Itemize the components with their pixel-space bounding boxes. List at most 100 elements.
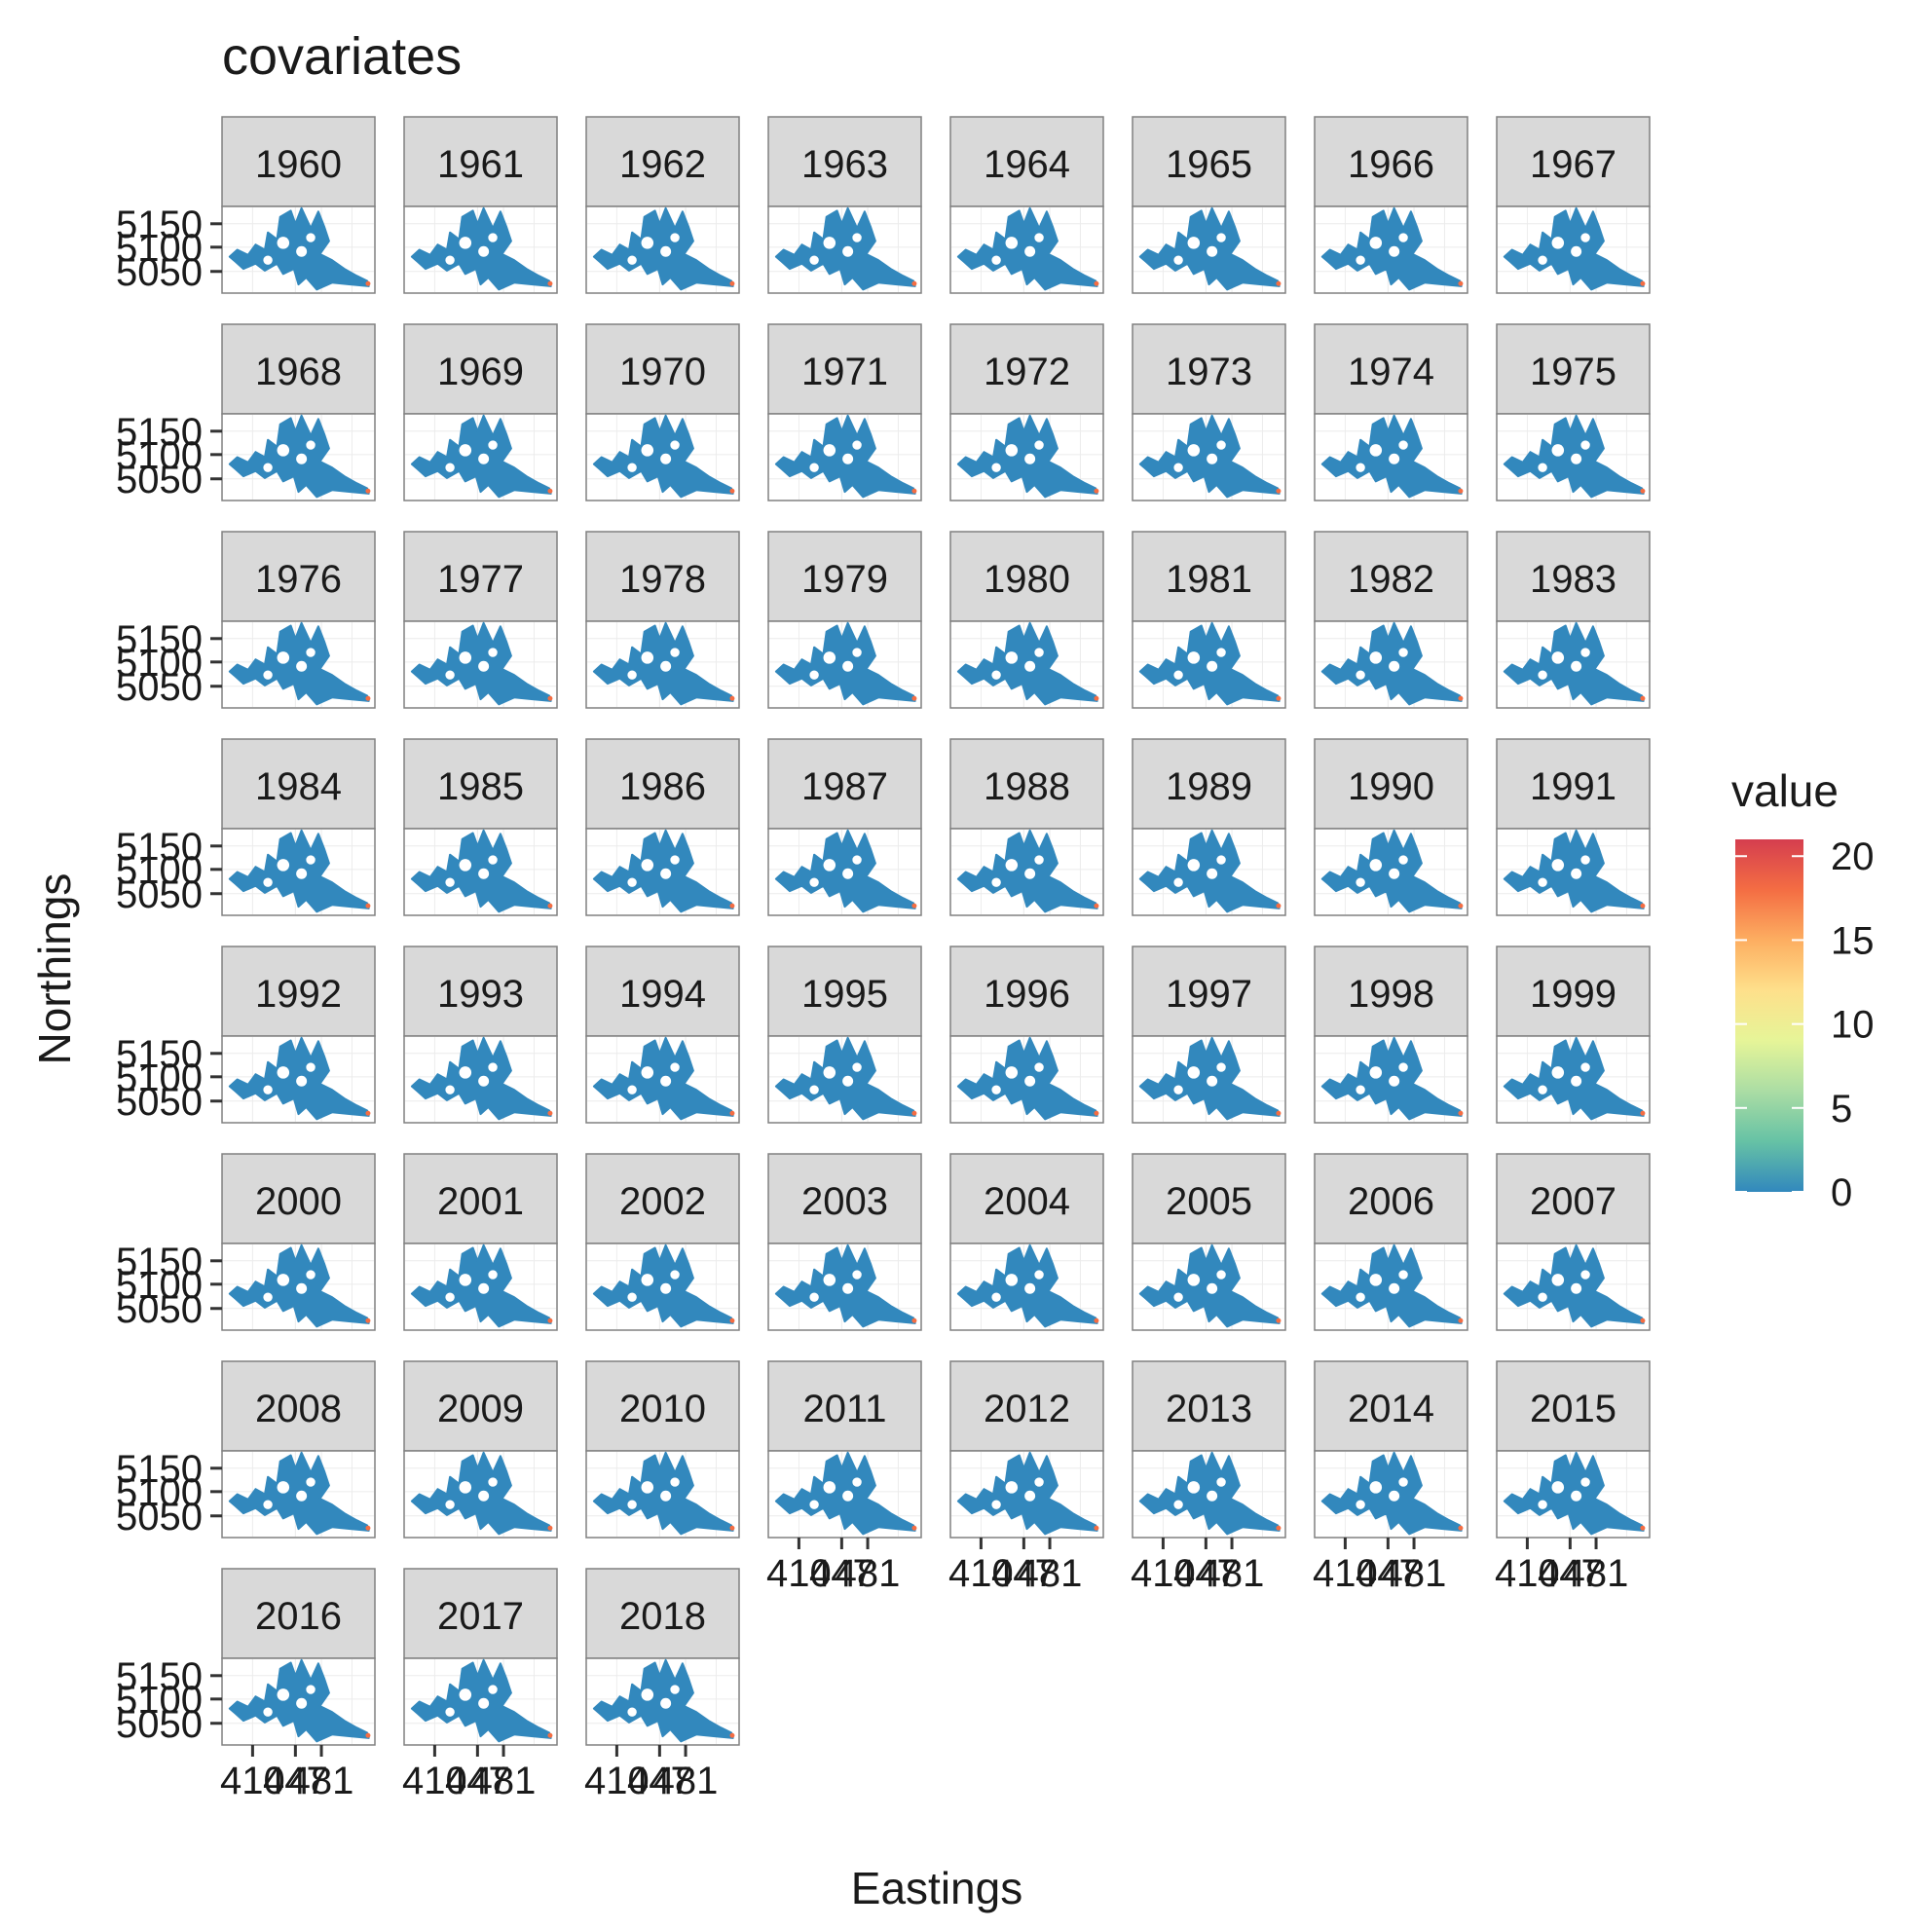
map-hotspot [729,280,735,286]
facet-strip-label: 1991 [1530,765,1616,808]
legend-title: value [1731,765,1839,816]
x-tick-label: 481 [1200,1552,1265,1595]
map-island [263,670,273,680]
map-island [263,1292,273,1302]
map-hotspot [1640,1317,1646,1323]
legend-tick-label: 10 [1831,1004,1875,1047]
facet-strip-label: 1982 [1348,558,1434,601]
map-island [1356,1500,1365,1509]
facet-strip-label: 1974 [1348,351,1434,393]
y-tick-label: 5050 [116,1496,203,1539]
map-island [1369,444,1383,457]
map-hotspot [1458,488,1464,494]
map-island [670,440,680,450]
facet-panel: 2005 [1132,1153,1286,1331]
y-tick-label: 5100 [116,642,203,685]
map-island [823,237,836,249]
map-island [488,855,498,865]
facet-panel: 1979 [767,531,922,709]
map-island [1034,233,1044,242]
map-hotspot [1094,488,1099,494]
map-island [627,1292,637,1302]
map-island [852,440,862,450]
map-hotspot [1276,280,1282,286]
facet-strip-label: 2011 [802,1388,886,1430]
map-island [1389,453,1400,464]
facet-strip [585,946,740,1037]
map-island [641,237,654,249]
map-hotspot [1094,280,1099,286]
facet-strip-label: 2007 [1530,1180,1616,1223]
facet-strip [1132,323,1286,415]
legend: value 20 15 10 5 0 [1731,765,1875,1214]
map-island [263,463,273,472]
map-hotspot [1094,1525,1099,1531]
facet-panel: 1970 [585,323,740,501]
map-island [1389,245,1400,257]
map-island [1207,1075,1218,1087]
map-island [823,859,836,872]
facet-strip [403,1360,558,1452]
facet-panel: 1978 [585,531,740,709]
map-island [1571,1490,1582,1502]
map-hotspot [547,903,553,909]
map-island [1024,1490,1036,1502]
facet-strip [403,323,558,415]
map-island [1173,1500,1183,1509]
x-tick-label: 410 [220,1760,285,1802]
x-tick-label: 447 [1173,1552,1239,1595]
map-island [1024,660,1036,672]
y-tick-label: 5050 [116,1703,203,1746]
facet-strip [767,1360,922,1452]
map-island [1216,440,1226,450]
facet-strip-label: 2001 [437,1180,524,1223]
map-island [660,1490,672,1502]
x-tick-label: 481 [653,1760,719,1802]
facet-panel: 1993 [403,946,558,1124]
map-island [296,868,308,879]
map-hotspot [911,695,917,701]
map-island [852,1270,862,1280]
map-island [660,1075,672,1087]
x-tick-label: 481 [1564,1552,1629,1595]
map-island [478,1490,490,1502]
facet-strip [1496,1153,1651,1244]
facet-strip-label: 2013 [1166,1388,1252,1430]
x-tick-label: 447 [809,1552,874,1595]
y-tick-label: 5050 [116,666,203,709]
map-island [1173,1085,1183,1094]
map-island [809,255,819,265]
facet-strip-label: 1995 [801,973,888,1016]
map-hotspot [911,1525,917,1531]
facet-strip [1314,531,1468,622]
facet-panel: 1973 [1132,323,1286,501]
facet-panel: 2009 [403,1360,558,1539]
x-tick-label: 481 [289,1760,354,1802]
map-island [1369,1274,1383,1286]
map-hotspot [1458,1110,1464,1116]
facet-panel: 1986 [585,738,740,916]
facet-strip [1132,116,1286,207]
y-tick-label: 5100 [116,1057,203,1099]
y-tick-label: 5150 [116,618,203,661]
map-island [263,1500,273,1509]
map-hotspot [547,695,553,701]
map-island [1571,245,1582,257]
legend-tick-label: 5 [1831,1088,1852,1131]
map-island [852,1062,862,1072]
map-island [1571,868,1582,879]
facet-panel: 1980 [949,531,1104,709]
map-island [1571,660,1582,672]
facet-strip [403,116,558,207]
map-island [1580,1062,1590,1072]
facet-panel: 1962 [585,116,740,294]
map-hotspot [365,1317,371,1323]
map-island [478,868,490,879]
y-tick-label: 5150 [116,826,203,869]
map-hotspot [1458,1525,1464,1531]
map-island [1034,1062,1044,1072]
